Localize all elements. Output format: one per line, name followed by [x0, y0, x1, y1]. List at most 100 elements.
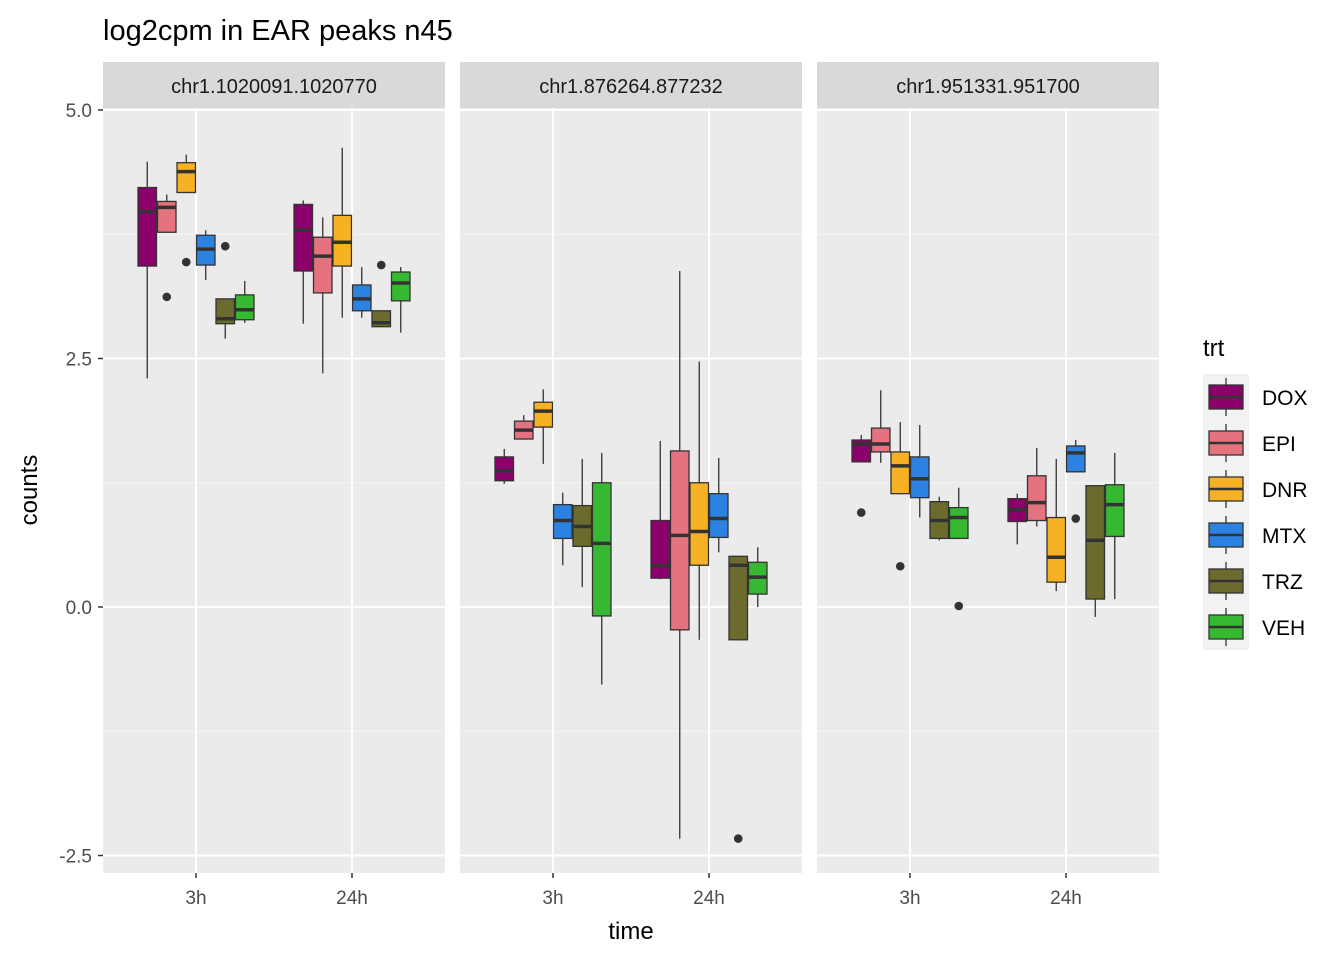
box-body: [890, 451, 911, 495]
box-epi: [513, 415, 534, 440]
box-veh: [747, 547, 768, 607]
facet-strip-label: chr1.876264.877232: [539, 76, 723, 98]
y-tick-label: -2.5: [59, 847, 92, 868]
box-epi: [1026, 447, 1047, 527]
box-body: [494, 456, 515, 482]
box-mtx: [909, 425, 930, 518]
box-trz: [371, 260, 392, 328]
box-body: [591, 482, 612, 617]
facet-strip: [460, 62, 802, 108]
box-body: [312, 236, 333, 294]
box-dnr: [890, 422, 911, 571]
box-veh: [591, 452, 612, 685]
x-tick-label: 24h: [693, 888, 725, 909]
y-axis-ticks: -2.5 0.0 2.5 5.0: [59, 101, 103, 868]
x-tick-label: 3h: [542, 888, 563, 909]
facet-strip-label: chr1.951331.951700: [896, 76, 1080, 98]
facet-strip: [817, 62, 1159, 108]
box-mtx: [708, 457, 729, 553]
box-mtx: [552, 492, 573, 566]
legend-item-trz: TRZ: [1203, 558, 1303, 604]
legend-item-label: TRZ: [1262, 571, 1303, 594]
box-dnr: [689, 361, 710, 640]
facet-panel: chr1.876264.877232 3h 24h: [460, 62, 802, 909]
box-body: [176, 162, 197, 194]
outlier-point: [895, 561, 905, 571]
box-dnr: [1046, 458, 1067, 592]
box-body: [1085, 485, 1106, 600]
x-axis-title: time: [608, 918, 653, 945]
box-dnr: [332, 147, 353, 318]
box-body: [728, 555, 749, 641]
facet-strip: [103, 62, 445, 108]
box-epi: [870, 390, 891, 463]
outlier-point: [376, 260, 386, 270]
box-veh: [1104, 452, 1125, 600]
y-axis-title: counts: [16, 455, 43, 526]
y-tick-label: 0.0: [66, 598, 92, 619]
box-dnr: [176, 154, 197, 267]
box-dox: [851, 435, 872, 517]
panel-background: [103, 108, 445, 873]
legend: trt DOX EPI DNR MTX TRZ VEH: [1203, 335, 1308, 650]
outlier-point: [733, 834, 743, 843]
legend-item-epi: EPI: [1203, 420, 1296, 466]
box-trz: [929, 496, 950, 541]
legend-item-mtx: MTX: [1203, 512, 1306, 558]
box-body: [234, 294, 255, 321]
box-body: [390, 271, 411, 302]
box-veh: [234, 280, 255, 323]
facet-panel: chr1.951331.951700 3h 24h: [817, 62, 1159, 909]
box-body: [293, 203, 314, 272]
x-tick-label: 3h: [899, 888, 920, 909]
chart-title: log2cpm in EAR peaks n45: [103, 15, 453, 47]
x-tick-label: 24h: [336, 888, 368, 909]
box-trz: [728, 555, 749, 843]
box-body: [1065, 445, 1086, 473]
box-veh: [390, 267, 411, 333]
legend-title: trt: [1203, 335, 1225, 362]
y-tick-label: 2.5: [66, 350, 92, 371]
facet-strip-label: chr1.1020091.1020770: [171, 76, 377, 98]
box-trz: [572, 458, 593, 588]
box-body: [708, 493, 729, 539]
box-epi: [156, 194, 177, 302]
box-epi: [669, 271, 690, 839]
legend-item-label: VEH: [1262, 617, 1305, 640]
legend-item-label: EPI: [1262, 433, 1296, 456]
outlier-point: [162, 292, 172, 302]
box-mtx: [351, 267, 372, 318]
x-tick-label: 24h: [1050, 888, 1082, 909]
box-trz: [215, 241, 236, 339]
box-dox: [494, 448, 515, 484]
box-trz: [1085, 485, 1106, 617]
box-body: [137, 186, 158, 267]
box-body: [650, 519, 671, 579]
box-body: [689, 482, 710, 566]
box-body: [1026, 475, 1047, 522]
box-body: [1046, 516, 1067, 583]
outlier-point: [220, 241, 230, 251]
outlier-point: [1071, 514, 1081, 523]
legend-item-label: MTX: [1262, 525, 1306, 548]
box-veh: [948, 487, 969, 611]
box-mtx: [195, 230, 216, 280]
x-tick-label: 3h: [185, 888, 206, 909]
box-dox: [650, 441, 671, 580]
box-dox: [137, 161, 158, 379]
outlier-point: [954, 601, 964, 611]
facet-panel: chr1.1020091.1020770 3h 24h: [103, 62, 445, 909]
legend-item-label: DNR: [1262, 479, 1308, 502]
box-mtx: [1065, 440, 1086, 523]
legend-item-veh: VEH: [1203, 604, 1305, 650]
box-dnr: [533, 389, 554, 464]
legend-item-dox: DOX: [1203, 374, 1308, 420]
panel-background: [460, 108, 802, 873]
box-body: [870, 427, 891, 453]
legend-item-label: DOX: [1262, 387, 1308, 410]
box-body: [1104, 484, 1125, 538]
outlier-point: [856, 508, 866, 517]
box-body: [533, 401, 554, 428]
